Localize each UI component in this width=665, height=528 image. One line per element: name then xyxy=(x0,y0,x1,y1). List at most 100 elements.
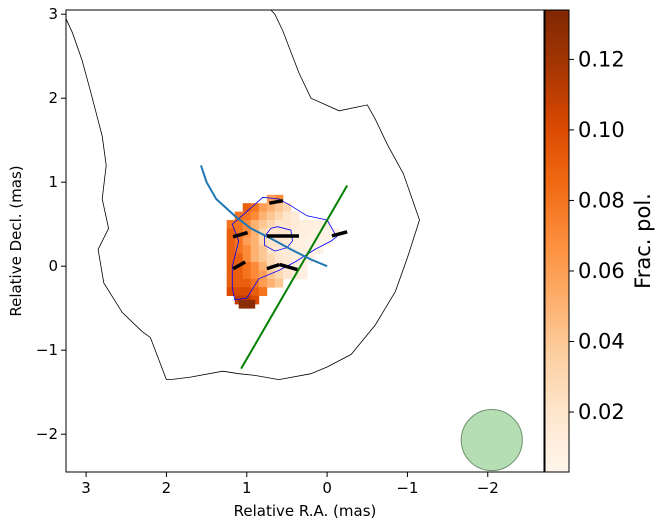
heatmap-cell xyxy=(250,228,260,238)
colorbar-ticks: 0.02 0.04 0.06 0.08 0.10 0.12 xyxy=(569,47,625,424)
x-tick-label: −1 xyxy=(396,479,418,497)
heatmap-cell xyxy=(282,228,292,238)
heatmap-cell xyxy=(266,270,276,280)
heatmap-cell xyxy=(282,270,292,280)
heatmap-cell xyxy=(266,253,276,263)
heatmap-cell xyxy=(234,287,244,296)
x-tick-label: −2 xyxy=(477,479,499,497)
heatmap-cell xyxy=(266,245,276,254)
y-axis-label: Relative Decl. (mas) xyxy=(7,165,25,316)
heatmap-cell xyxy=(274,270,284,280)
heatmap-cell xyxy=(234,220,244,229)
colorbar-tick-label: 0.10 xyxy=(578,118,625,142)
evpa-tick xyxy=(232,230,249,239)
heatmap-cell xyxy=(290,262,300,271)
x-tick-label: 2 xyxy=(162,479,172,497)
heatmap-cell xyxy=(298,245,308,254)
x-tick-label: 1 xyxy=(242,479,252,497)
heatmap-cell xyxy=(266,236,276,246)
heatmap-cell xyxy=(298,236,308,246)
heatmap-cell xyxy=(250,270,260,280)
heatmap-cell xyxy=(226,278,236,288)
evpa-tick xyxy=(232,260,247,271)
heatmap-cell xyxy=(282,245,292,254)
outer-contour xyxy=(66,10,420,381)
heatmap-cell xyxy=(274,211,284,221)
heatmap-cell xyxy=(250,287,260,296)
heatmap-cell xyxy=(226,220,236,229)
heatmap-cell xyxy=(258,236,268,246)
heatmap-cell xyxy=(226,245,236,254)
colorbar-tick-label: 0.12 xyxy=(578,47,625,71)
colorbar-tick-label: 0.08 xyxy=(578,188,625,212)
heatmap-cell xyxy=(323,228,332,238)
heatmap-cell xyxy=(258,253,268,263)
heatmap-cell xyxy=(250,211,260,221)
heatmap-cell xyxy=(290,228,300,238)
heatmap-cell xyxy=(238,299,248,309)
heatmap-cell xyxy=(242,245,252,254)
heatmap-cell xyxy=(266,278,276,288)
heatmap-cell xyxy=(323,220,332,229)
heatmap-cell xyxy=(242,236,252,246)
heatmap-cell xyxy=(242,287,252,296)
evpa-tick xyxy=(268,198,284,205)
heatmap-cell xyxy=(250,203,260,212)
heatmap-cell xyxy=(258,278,268,288)
plot-area xyxy=(66,10,523,472)
heatmap-cell xyxy=(250,262,260,271)
heatmap-cell xyxy=(250,220,260,229)
heatmap-cell xyxy=(234,211,244,221)
heatmap-cell xyxy=(234,228,244,238)
heatmap-cell xyxy=(282,253,292,263)
colorbar-tick-label: 0.04 xyxy=(578,330,625,354)
heatmap-cell xyxy=(226,262,236,271)
heatmap-cell xyxy=(274,228,284,238)
y-tick-label: 3 xyxy=(48,5,58,23)
heatmap-cell xyxy=(258,228,268,238)
heatmap-cell xyxy=(290,253,300,263)
heatmap-cell xyxy=(250,245,260,254)
heatmap-cell xyxy=(307,253,316,263)
heatmap-cell xyxy=(307,236,316,246)
x-axis-label: Relative R.A. (mas) xyxy=(234,502,377,520)
heatmap-cell xyxy=(274,236,284,246)
heatmap-cell xyxy=(242,203,252,212)
small-contour xyxy=(264,226,293,252)
heatmap-cell xyxy=(290,236,300,246)
heatmap-cell xyxy=(242,262,252,271)
heatmap-cell xyxy=(298,253,308,263)
heatmap-cell xyxy=(266,194,276,204)
heatmap-cell xyxy=(250,278,260,288)
y-tick-label: −1 xyxy=(36,341,58,359)
heatmap-cell xyxy=(266,203,276,212)
heatmap-cell xyxy=(282,203,292,212)
heatmap-cell xyxy=(274,220,284,229)
heatmap-cell xyxy=(282,211,292,221)
heatmap-cell xyxy=(266,228,276,238)
heatmap-cell xyxy=(274,253,284,263)
heatmap-cell xyxy=(250,236,260,246)
colorbar-tick-label: 0.06 xyxy=(578,259,625,283)
y-tick-label: 1 xyxy=(48,173,58,191)
heatmap-cell xyxy=(298,220,308,229)
y-tick-label: 0 xyxy=(48,257,58,275)
heatmap-cell xyxy=(290,220,300,229)
heatmap-cell xyxy=(226,236,236,246)
heatmap-cell xyxy=(242,278,252,288)
x-tick-label: 0 xyxy=(322,479,332,497)
heatmap-cell xyxy=(307,228,316,238)
heatmap-cell xyxy=(258,287,268,296)
heatmap-cell xyxy=(290,211,300,221)
y-tick-label: −2 xyxy=(36,425,58,443)
heatmap-cell xyxy=(226,287,236,296)
heatmap-cell xyxy=(315,220,324,229)
heatmap-cell xyxy=(234,245,244,254)
heatmap-cell xyxy=(242,211,252,221)
heatmap-cell xyxy=(298,270,308,280)
heatmap-cell xyxy=(298,228,308,238)
heatmap-cell xyxy=(242,253,252,263)
heatmap-cell xyxy=(282,220,292,229)
colorbar-tick-label: 0.02 xyxy=(578,400,625,424)
